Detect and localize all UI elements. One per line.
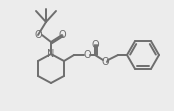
Text: O: O xyxy=(101,57,109,67)
Text: N: N xyxy=(47,49,55,59)
Text: O: O xyxy=(58,30,66,40)
Text: O: O xyxy=(91,40,99,50)
Text: O: O xyxy=(83,50,91,60)
Text: O: O xyxy=(34,30,42,40)
